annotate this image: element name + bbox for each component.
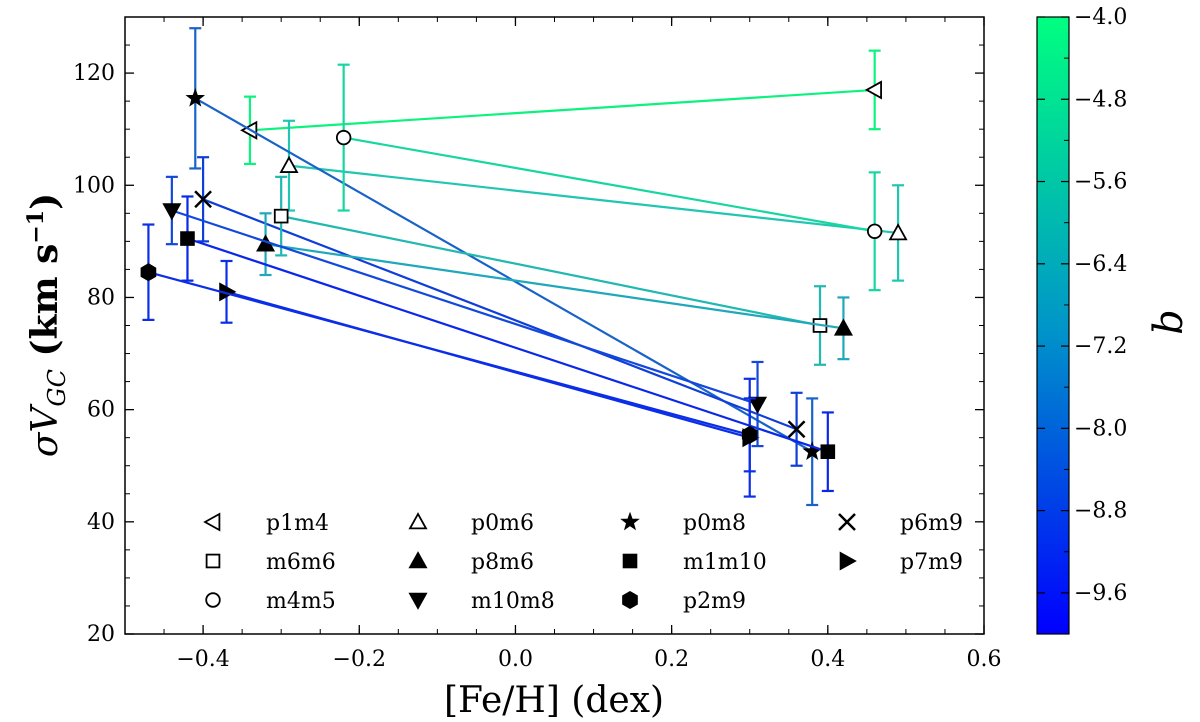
- legend: p1m4 p0m6 p0m8 p6m9 m6m6 p8m6 m1m10 p7m9 m4m5 m10…: [203, 511, 963, 614]
- legend-marker-m6m6: [205, 553, 221, 569]
- legend-label-m6m6: m6m6: [266, 550, 336, 575]
- marker-p0m8-0: [185, 88, 206, 107]
- colorbar-tick-label: −8.0: [1074, 416, 1127, 441]
- x-tick-label: 0.4: [810, 647, 845, 672]
- marker-m6m6-0: [273, 208, 289, 224]
- legend-label-p8m6: p8m6: [471, 550, 534, 575]
- colorbar-tick-label: −8.8: [1074, 499, 1127, 524]
- y-axis-label-sub: GC: [43, 369, 71, 407]
- y-tick-label: 120: [73, 61, 115, 86]
- x-tick-label: −0.2: [333, 647, 386, 672]
- series-p0m8: [185, 27, 822, 507]
- marker-m4m5-1: [866, 223, 883, 239]
- marker-p0m6-1: [888, 223, 908, 241]
- legend-marker-m1m10: [622, 553, 638, 569]
- marker-m4m5-0: [335, 129, 352, 146]
- marker-p8m6-1: [833, 318, 853, 336]
- series-m4m5: [335, 63, 883, 292]
- legend-marker-p6m9: [838, 513, 856, 531]
- legend-label-p0m6: p0m6: [471, 511, 534, 536]
- legend-marker-p2m9: [622, 590, 638, 610]
- colorbar-tick-label: −5.6: [1074, 170, 1127, 195]
- legend-marker-m4m5: [205, 592, 221, 608]
- legend-marker-m10m8: [408, 592, 428, 610]
- x-tick-label: 0.6: [967, 647, 1002, 672]
- colorbar: −4.0 −4.8 −5.6 −6.4 −7.2 −8.0 −8.8 −9.6: [1036, 5, 1127, 635]
- series-m10m8: [162, 175, 768, 448]
- marker-p0m6-0: [279, 155, 299, 173]
- marker-m1m10-0: [180, 231, 195, 246]
- legend-label-p0m8: p0m8: [683, 511, 746, 536]
- colorbar-tick-label: −9.6: [1074, 581, 1127, 606]
- marker-p1m4-1: [864, 80, 882, 100]
- y-axis-label: σVGC (km s−1): [23, 193, 71, 457]
- x-tick-label: −0.4: [176, 647, 229, 672]
- series-p1m4: [240, 49, 882, 166]
- colorbar-gradient: [1036, 16, 1070, 635]
- marker-p6m9-1-stroke-b: [787, 420, 806, 439]
- legend-marker-p0m8: [620, 511, 640, 531]
- colorbar-tick-label: −6.4: [1074, 252, 1127, 277]
- colorbar-tick-label: −7.2: [1074, 334, 1127, 359]
- legend-label-p7m9: p7m9: [900, 550, 963, 575]
- series-line-m4m5: [343, 136, 875, 233]
- series-line-p6m9: [202, 198, 797, 431]
- legend-marker-p6m9-stroke-b: [838, 513, 856, 531]
- series-line-p8m6: [265, 243, 844, 330]
- series-line-p2m9: [148, 271, 751, 436]
- y-tick-label: 100: [73, 173, 115, 198]
- legend-marker-p1m4: [203, 512, 221, 532]
- series-line-m10m8: [171, 209, 758, 406]
- legend-label-m1m10: m1m10: [683, 550, 767, 575]
- series-p2m9: [140, 223, 758, 473]
- series-m6m6: [273, 175, 828, 366]
- legend-marker-p7m9: [839, 551, 857, 571]
- marker-m10m8-1: [748, 396, 768, 414]
- legend-marker-p8m6: [408, 551, 428, 569]
- y-tick-label: 80: [87, 285, 115, 310]
- marker-m1m10-1: [820, 444, 836, 460]
- y-axis-label-exp: −1: [23, 210, 49, 244]
- x-axis-label: [Fe/H] (dex): [444, 680, 664, 721]
- series-p0m6: [279, 119, 908, 282]
- y-tick-label: 20: [87, 622, 115, 647]
- marker-p6m9-0-stroke-b: [194, 190, 212, 209]
- y-axis-label-close: ): [24, 193, 66, 210]
- y-tick-label: 60: [87, 398, 115, 423]
- series-line-p0m8: [194, 97, 813, 453]
- colorbar-tick-label: −4.8: [1074, 87, 1127, 112]
- legend-label-m10m8: m10m8: [471, 589, 555, 614]
- x-tick-label: 0.0: [498, 647, 533, 672]
- marker-m10m8-0: [162, 203, 182, 221]
- series-m1m10: [180, 195, 836, 493]
- series-layer: [140, 27, 908, 507]
- marker-p2m9-0: [140, 263, 157, 282]
- series-line-m1m10: [187, 237, 829, 453]
- marker-p6m9-0: [194, 190, 212, 209]
- series-p8m6: [256, 212, 853, 361]
- series-line-m6m6: [280, 215, 821, 327]
- series-p6m9: [194, 156, 806, 467]
- axes-layer: −0.4 −0.2 0.0 0.2 0.4 0.6 20 40 60 80 100 120: [73, 16, 1002, 672]
- y-axis-label-base: σV: [25, 403, 66, 458]
- legend-label-p6m9: p6m9: [900, 511, 963, 536]
- marker-p2m9-1: [741, 425, 758, 444]
- y-axis-label-units: (km s: [24, 244, 66, 369]
- legend-marker-p0m6: [408, 512, 428, 530]
- marker-p6m9-1: [787, 420, 806, 439]
- x-tick-label: 0.2: [654, 647, 689, 672]
- legend-label-m4m5: m4m5: [266, 589, 336, 614]
- y-tick-label: 40: [87, 510, 115, 535]
- series-line-p0m6: [288, 164, 899, 235]
- legend-label-p2m9: p2m9: [683, 589, 746, 614]
- legend-label-p1m4: p1m4: [266, 511, 329, 536]
- colorbar-tick-label: −4.0: [1074, 5, 1127, 30]
- colorbar-label: b: [1146, 309, 1192, 335]
- series-line-p1m4: [249, 88, 875, 132]
